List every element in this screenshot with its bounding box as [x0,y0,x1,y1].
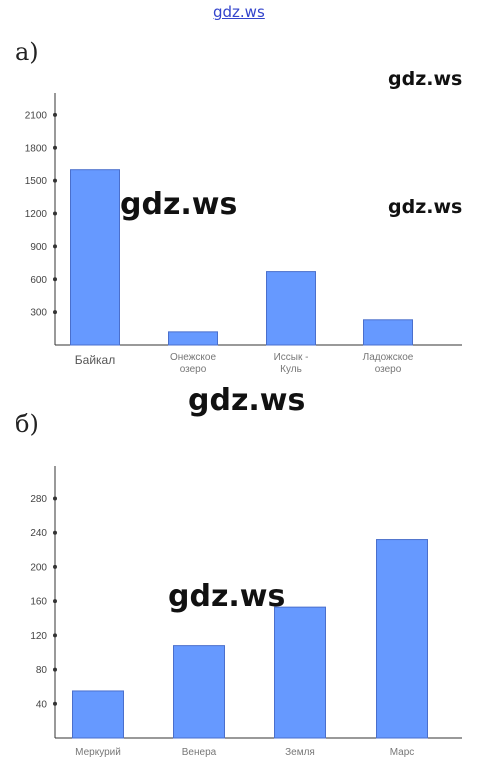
watermark-top[interactable]: gdz.ws [213,3,265,21]
watermark-a-right-top: gdz.ws [388,68,463,90]
y-tick-dot-a [53,244,57,249]
y-tick-label-a: 2100 [25,110,48,121]
panel-label-b: б) [15,410,39,438]
category-label-a: Куль [280,364,302,375]
bar-b [274,606,326,739]
y-tick-dot-b [53,530,57,535]
bar-a [168,331,218,346]
category-label-a: озеро [180,364,207,375]
y-tick-dot-b [53,667,57,672]
watermark-a-center: gdz.ws [120,187,238,222]
y-tick-dot-a [53,277,57,282]
bar-b [72,690,124,739]
category-label-a: Онежское [170,352,216,363]
y-tick-dot-b [53,633,57,638]
bar-a [70,169,120,346]
y-tick-label-b: 240 [30,528,47,539]
y-tick-label-a: 1200 [25,209,48,220]
y-tick-label-b: 280 [30,494,47,505]
y-tick-label-b: 80 [36,665,48,676]
category-label-b: Марс [390,747,415,758]
category-label-b: Земля [285,747,315,758]
y-tick-dot-a [53,211,57,216]
y-tick-dot-a [53,112,57,117]
chart-b: 40 80 120 160 200 240 280 Меркурий Венера Земля Ма… [30,466,462,758]
bar-a [363,319,413,346]
y-tick-dot-a [53,178,57,183]
watermark-a-right-mid: gdz.ws [388,196,463,218]
y-tick-label-b: 160 [30,597,47,608]
category-label-b: Венера [182,747,217,758]
y-tick-dot-b [53,701,57,706]
bar-b [376,539,428,739]
category-label-b: Меркурий [75,747,121,758]
category-label-a: Иссык - [274,352,309,363]
panel-label-a: а) [15,38,39,66]
y-tick-label-a: 300 [30,308,47,319]
y-tick-dot-a [53,145,57,150]
y-tick-label-a: 900 [30,242,47,253]
y-tick-dot-b [53,496,57,501]
category-label-a: Байкал [75,353,115,367]
y-tick-dot-a [53,310,57,315]
watermark-between: gdz.ws [188,383,306,418]
y-tick-label-b: 200 [30,562,47,573]
bar-a [266,271,316,346]
y-tick-dot-b [53,564,57,569]
category-label-a: Ладожское [363,352,414,363]
watermark-b-center: gdz.ws [168,579,286,614]
y-tick-dot-b [53,599,57,604]
bar-b [173,645,225,739]
y-tick-label-b: 120 [30,631,47,642]
category-label-a: озеро [375,364,402,375]
y-tick-label-a: 1800 [25,143,48,154]
y-tick-label-a: 1500 [25,176,48,187]
y-tick-label-b: 40 [36,699,48,710]
y-tick-label-a: 600 [30,275,47,286]
